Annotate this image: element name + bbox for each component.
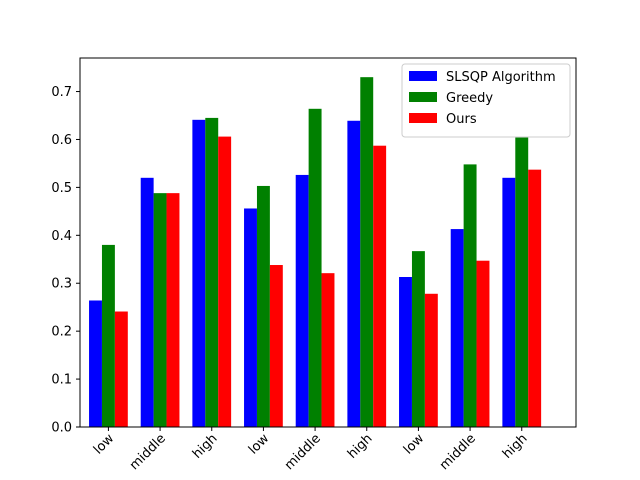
x-tick-label: low bbox=[91, 431, 118, 458]
bar-slsqp-algorithm-7 bbox=[450, 229, 464, 427]
legend-swatch bbox=[409, 92, 437, 102]
legend-box bbox=[401, 63, 571, 138]
plot-frame bbox=[79, 57, 577, 428]
bar-ours-3 bbox=[269, 265, 283, 427]
legend-label: SLSQP Algorithm bbox=[446, 70, 556, 85]
legend: SLSQP Algorithm Greedy Ours bbox=[401, 63, 571, 138]
legend-label: Ours bbox=[446, 112, 477, 127]
bar-ours-8 bbox=[528, 169, 542, 427]
y-tick-label: 0.4 bbox=[51, 229, 72, 244]
bar-slsqp-algorithm-6 bbox=[399, 277, 412, 427]
bar-greedy-1 bbox=[153, 193, 167, 427]
x-tick-label: high bbox=[190, 431, 221, 462]
bar-greedy-3 bbox=[256, 185, 270, 427]
x-tick-label: middle bbox=[127, 431, 169, 473]
y-tick-label: 0.1 bbox=[51, 373, 72, 388]
axes-layer bbox=[79, 57, 577, 428]
bar-ours-7 bbox=[476, 260, 490, 427]
bar-greedy-0 bbox=[101, 244, 115, 427]
y-tick-label: 0.7 bbox=[51, 85, 72, 100]
bar-ours-0 bbox=[114, 311, 128, 427]
x-tick-label: low bbox=[246, 431, 273, 458]
legend-label: Greedy bbox=[446, 91, 493, 106]
bar-greedy-7 bbox=[463, 164, 477, 427]
bar-slsqp-algorithm-8 bbox=[502, 177, 516, 427]
legend-swatch bbox=[409, 113, 437, 123]
bar-greedy-8 bbox=[515, 137, 529, 428]
bar-ours-6 bbox=[424, 293, 438, 427]
bar-greedy-6 bbox=[411, 251, 425, 427]
y-tick-label: 0.0 bbox=[51, 421, 72, 436]
y-tick-label: 0.3 bbox=[51, 277, 72, 292]
bar-slsqp-algorithm-3 bbox=[244, 208, 257, 427]
bar-greedy-5 bbox=[360, 77, 374, 428]
bar-slsqp-algorithm-5 bbox=[347, 120, 361, 427]
y-tick-label: 0.2 bbox=[51, 325, 72, 340]
x-tick-label: middle bbox=[282, 431, 324, 473]
bar-greedy-4 bbox=[308, 108, 322, 428]
y-tick-label: 0.6 bbox=[51, 133, 72, 148]
bar-greedy-2 bbox=[205, 117, 219, 428]
x-tick-label: high bbox=[345, 431, 376, 462]
y-tick-label: 0.5 bbox=[51, 181, 72, 196]
bar-slsqp-algorithm-1 bbox=[140, 177, 154, 427]
bar-ours-4 bbox=[321, 273, 335, 427]
bar-ours-5 bbox=[373, 145, 387, 427]
bar-slsqp-algorithm-4 bbox=[295, 174, 309, 427]
bar-ours-2 bbox=[218, 136, 232, 427]
legend-swatch bbox=[409, 71, 437, 81]
bars-layer bbox=[89, 77, 542, 428]
x-tick-label: middle bbox=[437, 431, 479, 473]
bar-slsqp-algorithm-0 bbox=[89, 300, 102, 427]
bar-slsqp-algorithm-2 bbox=[192, 119, 206, 427]
x-tick-label: low bbox=[401, 431, 428, 458]
x-tick-label: high bbox=[500, 431, 531, 462]
bar-ours-1 bbox=[166, 193, 180, 427]
